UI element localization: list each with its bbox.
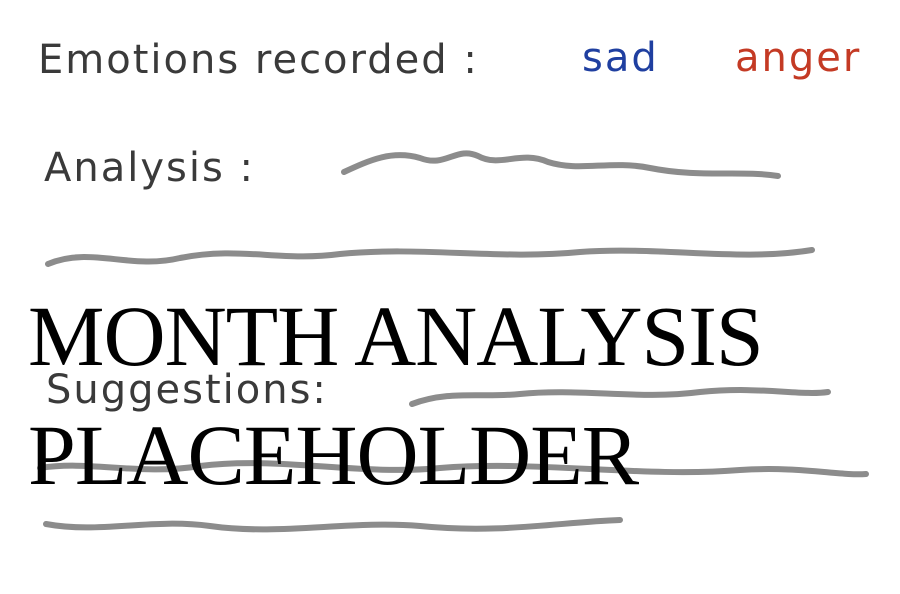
analysis-label: Analysis : [44,145,255,191]
overlay-title-line-2: PLACEHOLDER [28,407,639,503]
suggestions-scribble-3 [43,517,623,533]
suggestions-scribble-1 [409,387,831,407]
analysis-scribble-2 [45,247,815,267]
overlay-title-line-1: MONTH ANALYSIS [28,288,764,384]
suggestions-label: Suggestions: [46,367,328,413]
suggestions-scribble-2 [37,460,869,478]
emotions-recorded-label: Emotions recorded : [38,37,479,83]
emotion-anger: anger [735,35,862,81]
emotion-sad: sad [582,35,659,81]
analysis-scribble-1 [341,150,781,179]
